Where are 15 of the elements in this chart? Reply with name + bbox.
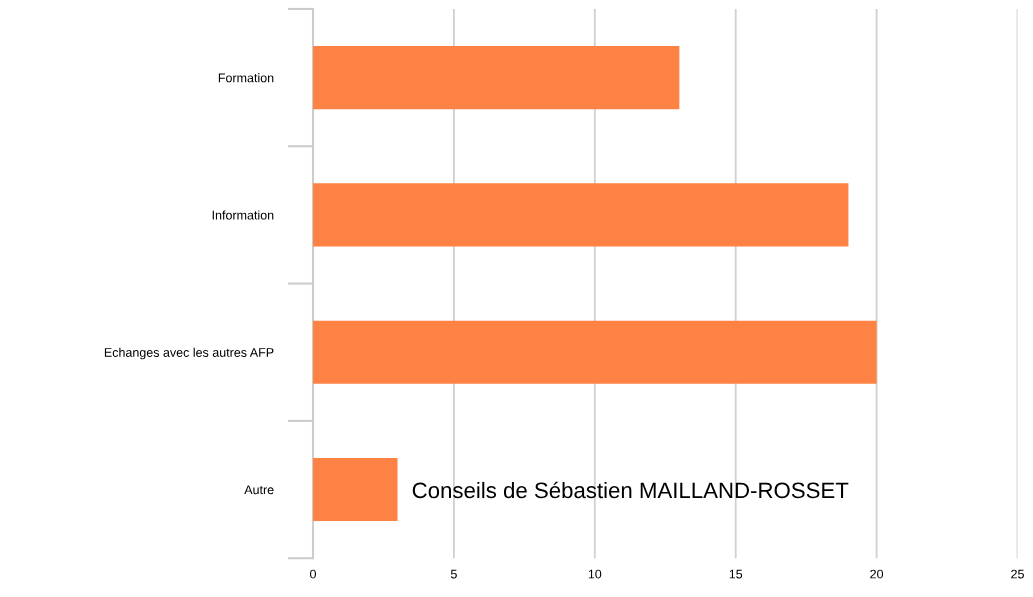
- x-tick-label: 10: [588, 569, 602, 579]
- x-tick-label: 25: [1011, 569, 1024, 579]
- bar: [313, 457, 398, 522]
- bar: [313, 46, 680, 110]
- x-tick-label: 15: [729, 569, 743, 579]
- x-tick-label: 0: [310, 569, 316, 579]
- y-tick-label: Autre: [244, 485, 274, 495]
- y-tick-label: Echanges avec les autres AFP: [104, 347, 274, 360]
- bar: [313, 183, 849, 247]
- bar: [313, 320, 877, 384]
- annotation: Conseils de Sébastien MAILLAND-ROSSET: [412, 481, 849, 499]
- x-tick-label: 5: [450, 569, 457, 579]
- y-tick-label: Formation: [218, 73, 274, 83]
- x-tick-label: 20: [870, 569, 884, 579]
- y-tick-label: Information: [212, 210, 274, 220]
